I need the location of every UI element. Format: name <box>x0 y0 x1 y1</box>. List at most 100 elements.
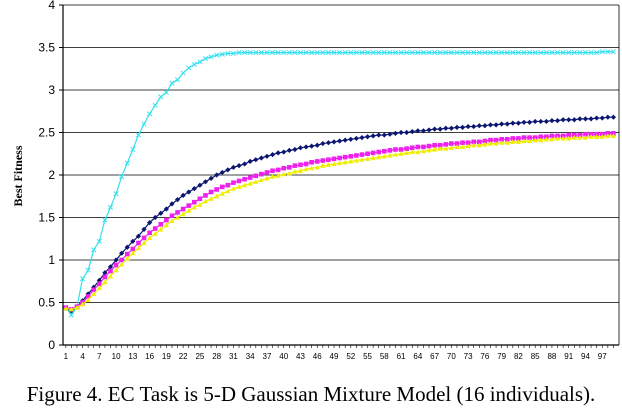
data-point <box>141 240 147 246</box>
data-point <box>364 134 371 140</box>
data-point <box>292 146 298 153</box>
data-point <box>337 155 342 161</box>
x-tick-label: 82 <box>514 352 523 361</box>
data-point <box>571 50 577 56</box>
data-point <box>516 136 521 141</box>
data-point <box>214 187 219 192</box>
data-point <box>191 204 197 210</box>
data-point <box>136 240 141 246</box>
data-point <box>107 204 114 210</box>
data-point <box>588 116 594 122</box>
data-point <box>510 120 516 126</box>
data-point <box>594 115 600 121</box>
data-point <box>493 137 499 143</box>
data-point <box>493 140 499 146</box>
data-point <box>242 161 248 167</box>
data-point <box>225 188 231 194</box>
data-point <box>526 138 533 144</box>
data-point <box>404 129 410 136</box>
data-point <box>242 182 248 188</box>
data-point <box>421 144 426 150</box>
data-point <box>420 128 427 134</box>
data-point <box>488 137 493 143</box>
data-point <box>174 214 181 220</box>
data-point <box>594 134 600 139</box>
data-point <box>420 50 426 56</box>
data-point <box>487 140 494 146</box>
data-point <box>549 133 555 139</box>
data-point <box>158 222 164 227</box>
data-point <box>247 50 253 56</box>
data-point <box>152 214 158 221</box>
data-point <box>449 141 454 146</box>
data-point <box>281 171 287 177</box>
data-point <box>186 65 192 71</box>
data-point <box>364 50 371 56</box>
data-point <box>97 281 102 287</box>
x-tick-label: 58 <box>380 352 389 361</box>
data-point <box>80 276 86 282</box>
data-point <box>314 159 320 164</box>
data-point <box>499 50 505 56</box>
data-point <box>527 50 533 56</box>
series-line <box>65 116 614 312</box>
data-point <box>113 262 119 268</box>
x-tick-label: 37 <box>263 352 272 361</box>
x-tick-label: 28 <box>212 352 221 361</box>
data-point <box>191 61 197 68</box>
data-point <box>342 50 348 56</box>
data-point <box>476 142 482 148</box>
data-point <box>147 230 152 236</box>
y-tick-label: 3.5 <box>38 41 55 55</box>
data-point <box>180 211 186 217</box>
data-point <box>197 182 203 188</box>
data-point <box>376 50 382 56</box>
data-point <box>504 50 510 56</box>
data-point <box>376 132 382 138</box>
data-point <box>253 50 259 56</box>
data-point <box>532 118 538 125</box>
data-point <box>259 171 264 177</box>
data-point <box>124 255 130 261</box>
data-point <box>169 218 175 223</box>
data-point <box>247 158 253 164</box>
data-point <box>359 152 365 157</box>
data-point <box>521 50 527 56</box>
data-point <box>141 121 147 127</box>
data-point <box>130 238 136 244</box>
data-point <box>141 226 147 232</box>
y-tick-label: 4 <box>48 0 55 12</box>
data-point <box>387 152 393 158</box>
data-point <box>292 50 298 56</box>
data-point <box>354 153 359 158</box>
data-point <box>415 50 421 56</box>
data-point <box>253 157 259 163</box>
x-tick-label: 49 <box>330 352 339 361</box>
data-point <box>515 139 522 144</box>
data-point <box>303 144 309 150</box>
x-tick-label: 25 <box>195 352 204 361</box>
data-point <box>582 135 589 140</box>
data-point <box>214 193 220 199</box>
data-point <box>309 143 315 149</box>
data-point <box>605 49 611 55</box>
data-point <box>113 267 119 273</box>
data-point <box>264 50 270 56</box>
data-point <box>359 135 365 141</box>
data-point <box>398 129 404 136</box>
data-point <box>85 267 91 273</box>
data-point <box>521 135 527 140</box>
data-point <box>326 157 331 162</box>
data-point <box>566 117 572 123</box>
x-tick-label: 94 <box>581 352 590 361</box>
data-point <box>102 270 108 276</box>
data-point <box>510 50 516 56</box>
data-point <box>370 133 376 139</box>
data-point <box>219 169 225 176</box>
data-point <box>163 206 169 212</box>
data-point <box>477 139 482 145</box>
data-point <box>342 159 348 165</box>
data-point <box>588 134 594 139</box>
data-point <box>286 147 292 153</box>
x-tick-label: 46 <box>313 352 322 361</box>
